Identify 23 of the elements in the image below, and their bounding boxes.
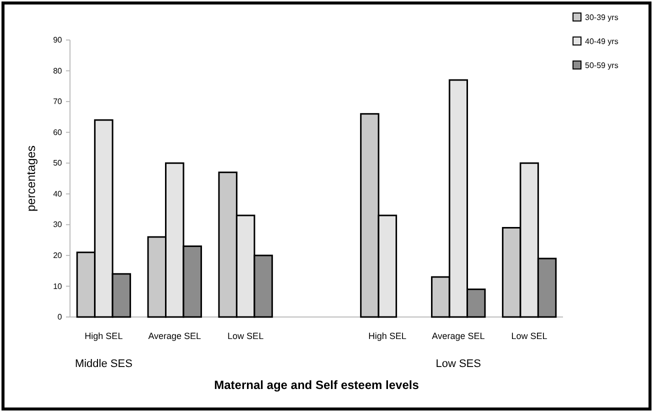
y-tick-label: 50 <box>53 158 63 168</box>
y-tick-label: 0 <box>58 312 63 322</box>
y-tick-label: 40 <box>53 189 63 198</box>
x-tick-label: Low SEL <box>511 331 548 341</box>
y-tick-label: 20 <box>53 251 63 260</box>
y-tick-label: 90 <box>53 36 63 45</box>
y-tick-label: 10 <box>53 282 63 291</box>
y-axis-title: percentages <box>24 145 38 212</box>
text: Middle SES <box>74 358 132 370</box>
legend-label: 30-39 yrs <box>585 13 618 22</box>
x-tick-label: Low SEL <box>228 331 264 341</box>
y-tick-label: 30 <box>53 220 63 230</box>
y-tick-label: 70 <box>53 97 63 106</box>
x-tick-label: High SEL <box>84 331 123 341</box>
y-tick-label: 80 <box>53 66 63 76</box>
legend-label: 50-59 yrs <box>585 61 618 70</box>
x-tick-label: High SEL <box>368 331 406 341</box>
x-tick-label: Average SEL <box>432 331 485 341</box>
text: Low SES <box>436 358 481 370</box>
x-axis-title: Maternal age and Self esteem levels <box>214 378 420 392</box>
x-tick-label: Average SEL <box>148 331 202 341</box>
legend-label: 40-49 yrs <box>585 37 618 46</box>
y-tick-label: 60 <box>53 128 63 137</box>
